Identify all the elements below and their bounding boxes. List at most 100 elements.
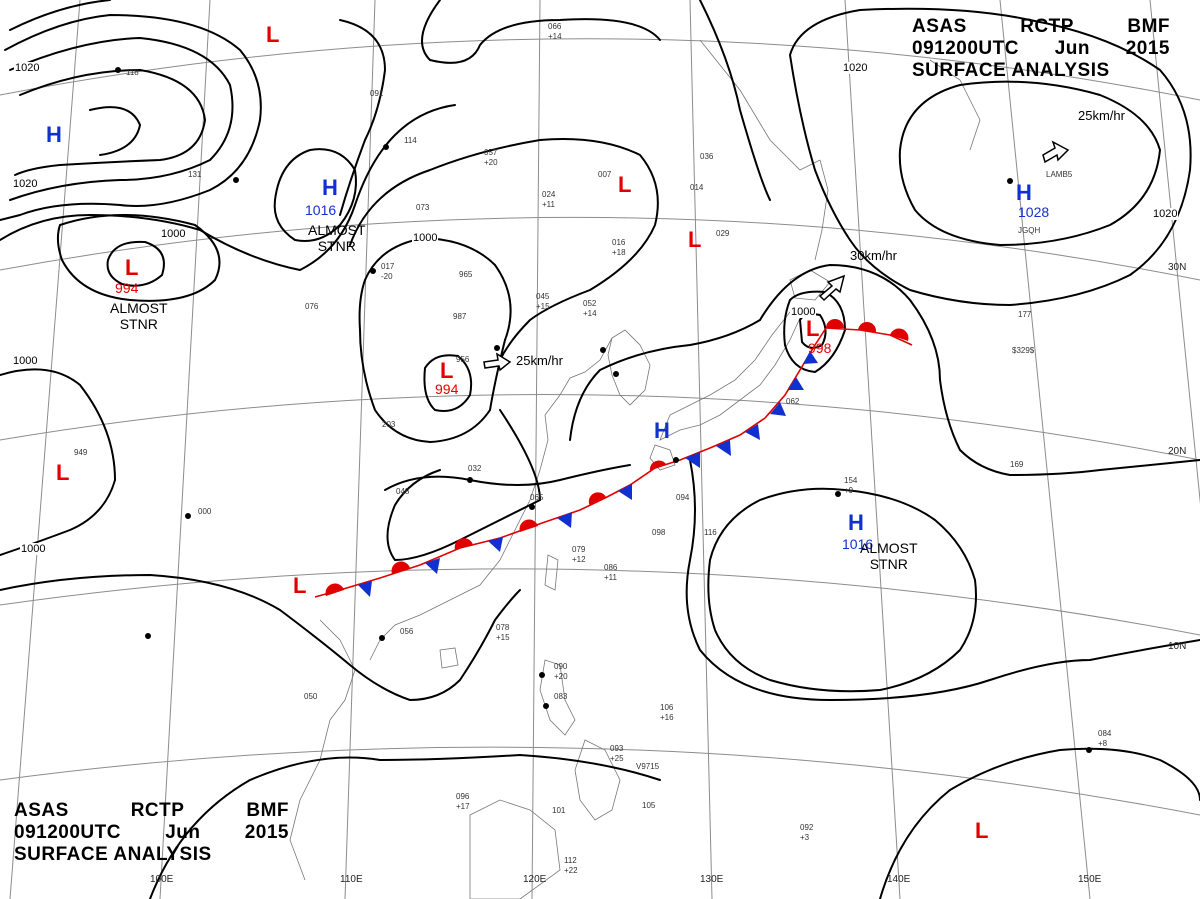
station-value: 956 xyxy=(456,355,470,364)
header-line3: SURFACE ANALYSIS xyxy=(14,844,289,866)
isobar-mongolia-low xyxy=(56,214,221,302)
low-symbol: L xyxy=(688,227,702,252)
isobar-label: 1000 xyxy=(412,232,439,244)
station-value: 024 xyxy=(542,190,556,199)
header-time: 091200UTC xyxy=(912,38,1019,59)
station-value: 052 xyxy=(583,299,597,308)
warm-bulge xyxy=(649,460,666,471)
station-value: +14 xyxy=(583,309,597,318)
station-value: +15 xyxy=(496,633,510,642)
header-month: Jun xyxy=(1054,38,1090,59)
isobar-north-big xyxy=(349,138,659,361)
low-symbol: L xyxy=(806,316,820,341)
cold-tooth xyxy=(425,558,440,574)
isobar-nc-high-2 xyxy=(339,19,387,216)
stationary-front xyxy=(314,327,827,598)
isobar-se-low xyxy=(879,747,1200,899)
station-value: 056 xyxy=(400,627,414,636)
japan-honshu xyxy=(659,311,801,441)
warm-bulge xyxy=(519,519,538,532)
station-value: 093 xyxy=(610,744,624,753)
isobar-japan-east xyxy=(569,319,761,441)
movement-speed-label: 25km/hr xyxy=(516,353,563,368)
cold-tooth xyxy=(618,484,632,500)
warm-bulge xyxy=(890,328,909,341)
cold-tooth xyxy=(803,351,818,364)
kamchatka xyxy=(929,59,981,151)
header-agency: ASAS xyxy=(14,800,69,821)
station-dot xyxy=(1086,747,1092,753)
header-line3: SURFACE ANALYSIS xyxy=(912,60,1170,82)
cold-tooth xyxy=(557,512,572,528)
russia-coast xyxy=(699,39,821,171)
station-value: +17 xyxy=(456,802,470,811)
cold-tooth xyxy=(685,452,700,468)
station-value: 079 xyxy=(572,545,586,554)
station-value: V9715 xyxy=(636,762,660,771)
latitude-label: 20N xyxy=(1168,446,1187,457)
cold-tooth xyxy=(788,377,804,390)
station-value: 094 xyxy=(676,493,690,502)
station-value: 098 xyxy=(652,528,666,537)
station-value: 065 xyxy=(530,493,544,502)
high-symbol: H xyxy=(46,122,62,147)
header-title: SURFACE ANALYSIS xyxy=(14,844,212,865)
station-value: +20 xyxy=(554,672,568,681)
header-line1: ASAS RCTP BMF xyxy=(14,800,289,822)
station-dot xyxy=(600,347,606,353)
header-station: RCTP xyxy=(1020,16,1074,37)
lon-110e-line xyxy=(344,0,376,899)
indochina xyxy=(289,619,356,881)
station-value: 016 xyxy=(612,238,626,247)
isobar-mongolia-low-inner xyxy=(106,240,165,287)
station-value: +11 xyxy=(542,200,555,209)
station-value: 057 xyxy=(484,148,498,157)
station-value: +11 xyxy=(604,573,617,582)
station-dot xyxy=(1007,178,1013,184)
isobar-pacific-high xyxy=(707,487,977,693)
lat-0-line xyxy=(0,746,1200,816)
header-bottom-left: ASAS RCTP BMF 091200UTC Jun 2015 SURFACE… xyxy=(14,800,289,866)
note-line: ALMOST xyxy=(860,540,918,556)
station-value: 116 xyxy=(704,528,717,537)
high-pressure-value: 1016 xyxy=(842,536,874,552)
taiwan xyxy=(544,554,559,591)
station-dot xyxy=(379,635,385,641)
station-dot xyxy=(673,457,679,463)
longitude-label: 100E xyxy=(150,874,174,885)
philippines-south xyxy=(574,739,621,821)
header-month: Jun xyxy=(165,822,201,843)
station-value: 032 xyxy=(468,464,482,473)
station-value: 105 xyxy=(642,801,656,810)
header-code: BMF xyxy=(246,800,289,821)
station-value: +3 xyxy=(800,833,810,842)
note-line: STNR xyxy=(119,316,158,332)
isobar-northwest-edge xyxy=(699,0,771,201)
station-dot xyxy=(529,504,535,510)
warm-bulge xyxy=(588,492,606,506)
station-value: 154 xyxy=(844,476,858,485)
lon-160e-line xyxy=(1149,0,1200,505)
china-coast xyxy=(369,337,613,661)
station-dots xyxy=(115,67,1092,753)
station-value: 096 xyxy=(456,792,470,801)
isobar-nc-high xyxy=(273,148,357,242)
station-value: $329$ xyxy=(1012,346,1035,355)
warm-bulge xyxy=(454,538,473,550)
station-value: 045 xyxy=(536,292,550,301)
borneo xyxy=(469,799,561,899)
isobar-label: 1000 xyxy=(790,306,817,318)
low-symbol: L xyxy=(293,573,307,598)
station-dot xyxy=(835,491,841,497)
isobar-ne-high-inner xyxy=(898,80,1162,247)
low-pressure-value: 994 xyxy=(435,381,459,397)
station-value: 036 xyxy=(700,152,714,161)
isobar-nw-top xyxy=(9,0,111,31)
warm-bulge xyxy=(325,583,344,596)
latitude-label: 30N xyxy=(1168,262,1187,273)
station-value: 014 xyxy=(690,183,704,192)
warm-front-line xyxy=(825,327,913,346)
header-title: SURFACE ANALYSIS xyxy=(912,60,1110,81)
isobar-label: 1000 xyxy=(12,355,39,367)
